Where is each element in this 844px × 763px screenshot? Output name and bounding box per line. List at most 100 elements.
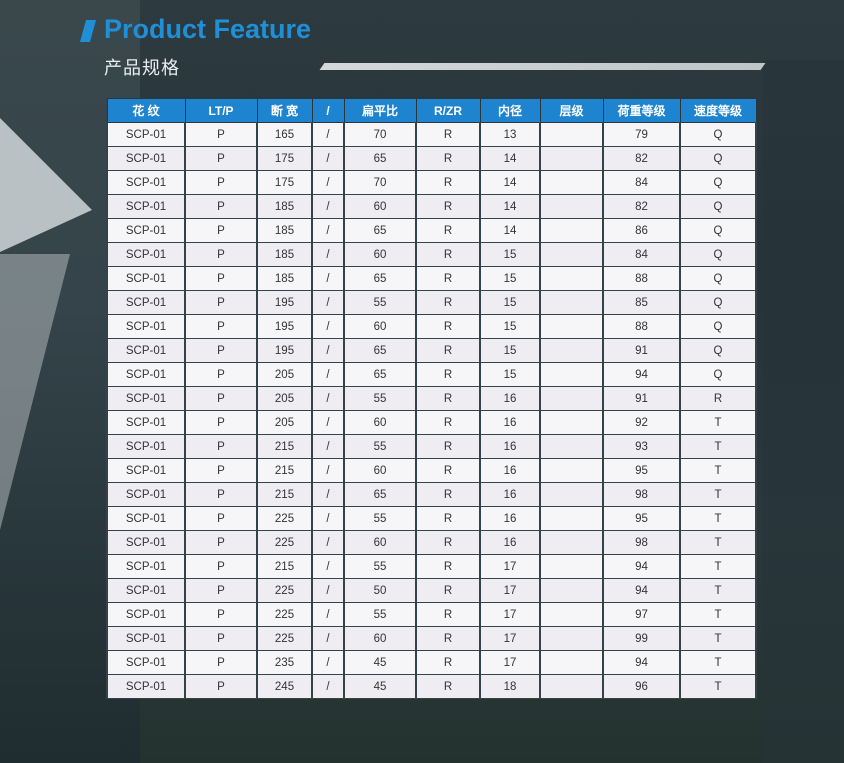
table-cell: T — [679, 578, 757, 603]
table-cell: 185 — [256, 218, 313, 243]
table-cell: / — [311, 482, 345, 507]
table-row: SCP-01 P 235/45 R 17 94 T — [106, 650, 757, 675]
table-cell: 195 — [256, 290, 313, 315]
table-cell: 15 — [479, 338, 541, 363]
table-cell: P — [184, 458, 258, 483]
table-cell: 16 — [479, 410, 541, 435]
table-cell: 215 — [256, 554, 313, 579]
table-cell: P — [184, 170, 258, 195]
table-row: SCP-01 P 185/60 R 14 82 Q — [106, 194, 757, 219]
table-cell: 95 — [602, 506, 681, 531]
table-cell: R — [415, 482, 481, 507]
table-cell — [539, 626, 604, 651]
table-cell: T — [679, 434, 757, 459]
table-cell — [539, 314, 604, 339]
table-cell: P — [184, 314, 258, 339]
table-cell: 14 — [479, 170, 541, 195]
table-cell: SCP-01 — [106, 602, 186, 627]
table-cell: 55 — [343, 386, 417, 411]
table-cell: SCP-01 — [106, 266, 186, 291]
table-cell — [539, 194, 604, 219]
table-cell: 55 — [343, 506, 417, 531]
table-cell: 215 — [256, 482, 313, 507]
table-cell: 17 — [479, 650, 541, 675]
table-row: SCP-01 P 165/70 R 13 79 Q — [106, 122, 757, 147]
table-cell: 215 — [256, 458, 313, 483]
table-cell: 88 — [602, 266, 681, 291]
table-cell: 60 — [343, 242, 417, 267]
table-row: SCP-01 P 225/55 R 17 97 T — [106, 602, 757, 627]
table-cell — [539, 218, 604, 243]
table-cell: Q — [679, 242, 757, 267]
table-cell: 93 — [602, 434, 681, 459]
table-cell: P — [184, 410, 258, 435]
table-cell: Q — [679, 194, 757, 219]
table-cell: / — [311, 554, 345, 579]
table-row: SCP-01 P 215/55 R 17 94 T — [106, 554, 757, 579]
table-cell: R — [415, 554, 481, 579]
table-cell: R — [415, 602, 481, 627]
column-header: 荷重等级 — [602, 98, 681, 123]
table-cell: 94 — [602, 554, 681, 579]
table-cell: P — [184, 194, 258, 219]
table-row: SCP-01 P 195/55 R 15 85 Q — [106, 290, 757, 315]
table-cell: T — [679, 506, 757, 531]
table-row: SCP-01 P 185/60 R 15 84 Q — [106, 242, 757, 267]
table-row: SCP-01 P 205/65 R 15 94 Q — [106, 362, 757, 387]
table-cell: 94 — [602, 362, 681, 387]
table-cell: 185 — [256, 266, 313, 291]
table-cell: / — [311, 146, 345, 171]
table-cell: 55 — [343, 554, 417, 579]
table-cell: T — [679, 674, 757, 699]
table-cell: 55 — [343, 290, 417, 315]
table-cell: SCP-01 — [106, 242, 186, 267]
table-cell: SCP-01 — [106, 458, 186, 483]
table-row: SCP-01 P 175/70 R 14 84 Q — [106, 170, 757, 195]
table-cell: / — [311, 122, 345, 147]
table-cell: SCP-01 — [106, 338, 186, 363]
table-cell: P — [184, 578, 258, 603]
table-row: SCP-01 P 185/65 R 15 88 Q — [106, 266, 757, 291]
table-cell: 14 — [479, 146, 541, 171]
table-cell: 88 — [602, 314, 681, 339]
table-cell: P — [184, 386, 258, 411]
table-cell: R — [415, 242, 481, 267]
table-cell — [539, 338, 604, 363]
table-cell: P — [184, 242, 258, 267]
table-cell: 175 — [256, 170, 313, 195]
table-cell: 98 — [602, 482, 681, 507]
table-cell: 60 — [343, 194, 417, 219]
table-row: SCP-01 P 185/65 R 14 86 Q — [106, 218, 757, 243]
table-cell — [539, 602, 604, 627]
table-cell — [539, 410, 604, 435]
table-cell: R — [415, 362, 481, 387]
table-cell: 14 — [479, 194, 541, 219]
table-cell — [539, 434, 604, 459]
table-cell: T — [679, 482, 757, 507]
table-cell: / — [311, 170, 345, 195]
table-cell: R — [415, 410, 481, 435]
table-cell: 17 — [479, 578, 541, 603]
table-cell — [539, 650, 604, 675]
table-cell: 55 — [343, 434, 417, 459]
table-cell: SCP-01 — [106, 554, 186, 579]
table-cell: SCP-01 — [106, 650, 186, 675]
table-cell — [539, 266, 604, 291]
table-cell: R — [415, 194, 481, 219]
column-header: 内径 — [479, 98, 541, 123]
table-cell: R — [415, 458, 481, 483]
table-cell: SCP-01 — [106, 506, 186, 531]
header-divider — [319, 63, 766, 70]
column-header: 速度等级 — [679, 98, 757, 123]
table-cell — [539, 674, 604, 699]
table-cell: SCP-01 — [106, 386, 186, 411]
table-cell: 60 — [343, 530, 417, 555]
table-cell: 15 — [479, 242, 541, 267]
table-row: SCP-01 P 245/45 R 18 96 T — [106, 674, 757, 699]
table-row: SCP-01 P 175/65 R 14 82 Q — [106, 146, 757, 171]
table-cell — [539, 554, 604, 579]
table-cell: / — [311, 458, 345, 483]
table-cell: 18 — [479, 674, 541, 699]
table-cell: R — [415, 434, 481, 459]
table-cell: Q — [679, 362, 757, 387]
